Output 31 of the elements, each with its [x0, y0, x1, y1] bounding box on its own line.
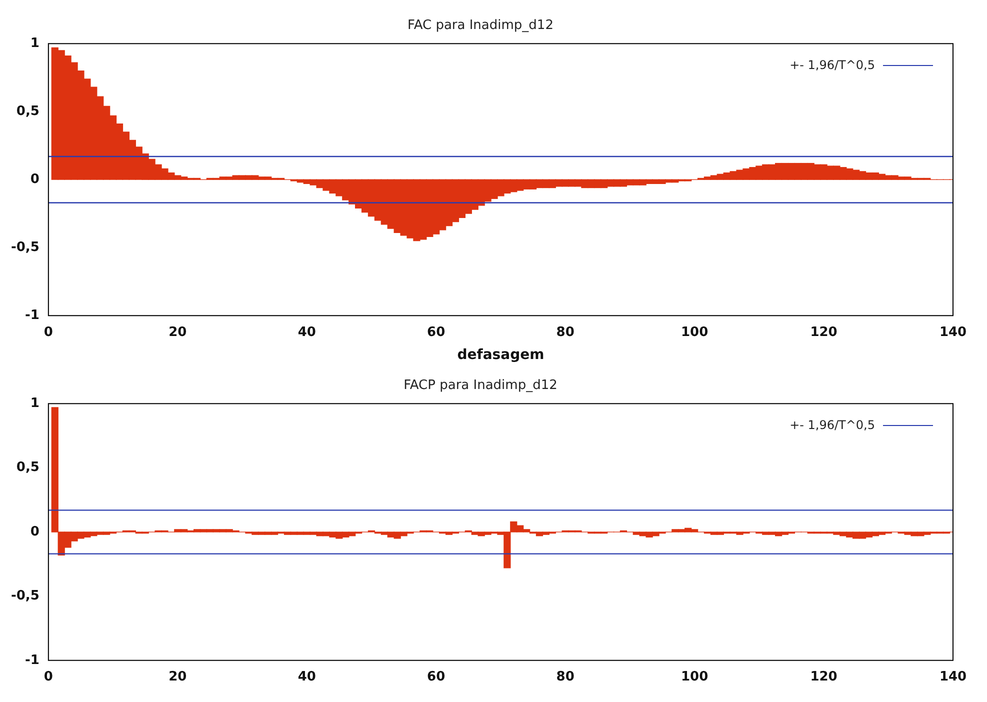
y-tick-label: -0,5 [10, 240, 40, 255]
y-tick-label: 0 [30, 172, 40, 187]
y-tick-label: 1 [30, 36, 40, 51]
chart-title: FAC para Inadimp_d12 [408, 18, 554, 34]
x-tick-label: 0 [44, 670, 53, 685]
x-tick-label: 40 [298, 324, 316, 340]
x-tick-label: 100 [680, 324, 708, 340]
y-tick-label: 0 [30, 524, 40, 540]
x-tick-label: 120 [810, 324, 838, 340]
x-tick-label: 140 [939, 324, 967, 340]
y-tick-label: -1 [24, 652, 40, 668]
y-tick-label: 1 [30, 396, 40, 411]
x-tick-label: 60 [427, 670, 446, 685]
x-tick-label: 40 [298, 670, 316, 685]
x-tick-label: 60 [427, 324, 446, 340]
y-tick-label: -1 [24, 308, 40, 323]
x-tick-label: 20 [168, 670, 187, 685]
legend-label: +- 1,96/T^0,5 [790, 58, 875, 72]
x-tick-label: 20 [168, 324, 187, 340]
x-tick-label: 0 [44, 324, 53, 340]
x-tick-label: 100 [680, 670, 708, 685]
x-tick-label: 80 [556, 670, 574, 685]
y-tick-label: -0,5 [10, 588, 40, 604]
x-tick-label: 120 [810, 670, 838, 685]
chart-title: FACP para Inadimp_d12 [404, 378, 558, 394]
y-tick-label: 0,5 [16, 104, 40, 119]
x-axis-title: defasagem [457, 347, 544, 364]
x-tick-label: 80 [556, 324, 574, 340]
legend-label: +- 1,96/T^0,5 [790, 418, 875, 432]
x-tick-label: 140 [939, 670, 967, 685]
y-tick-label: 0,5 [16, 460, 40, 476]
